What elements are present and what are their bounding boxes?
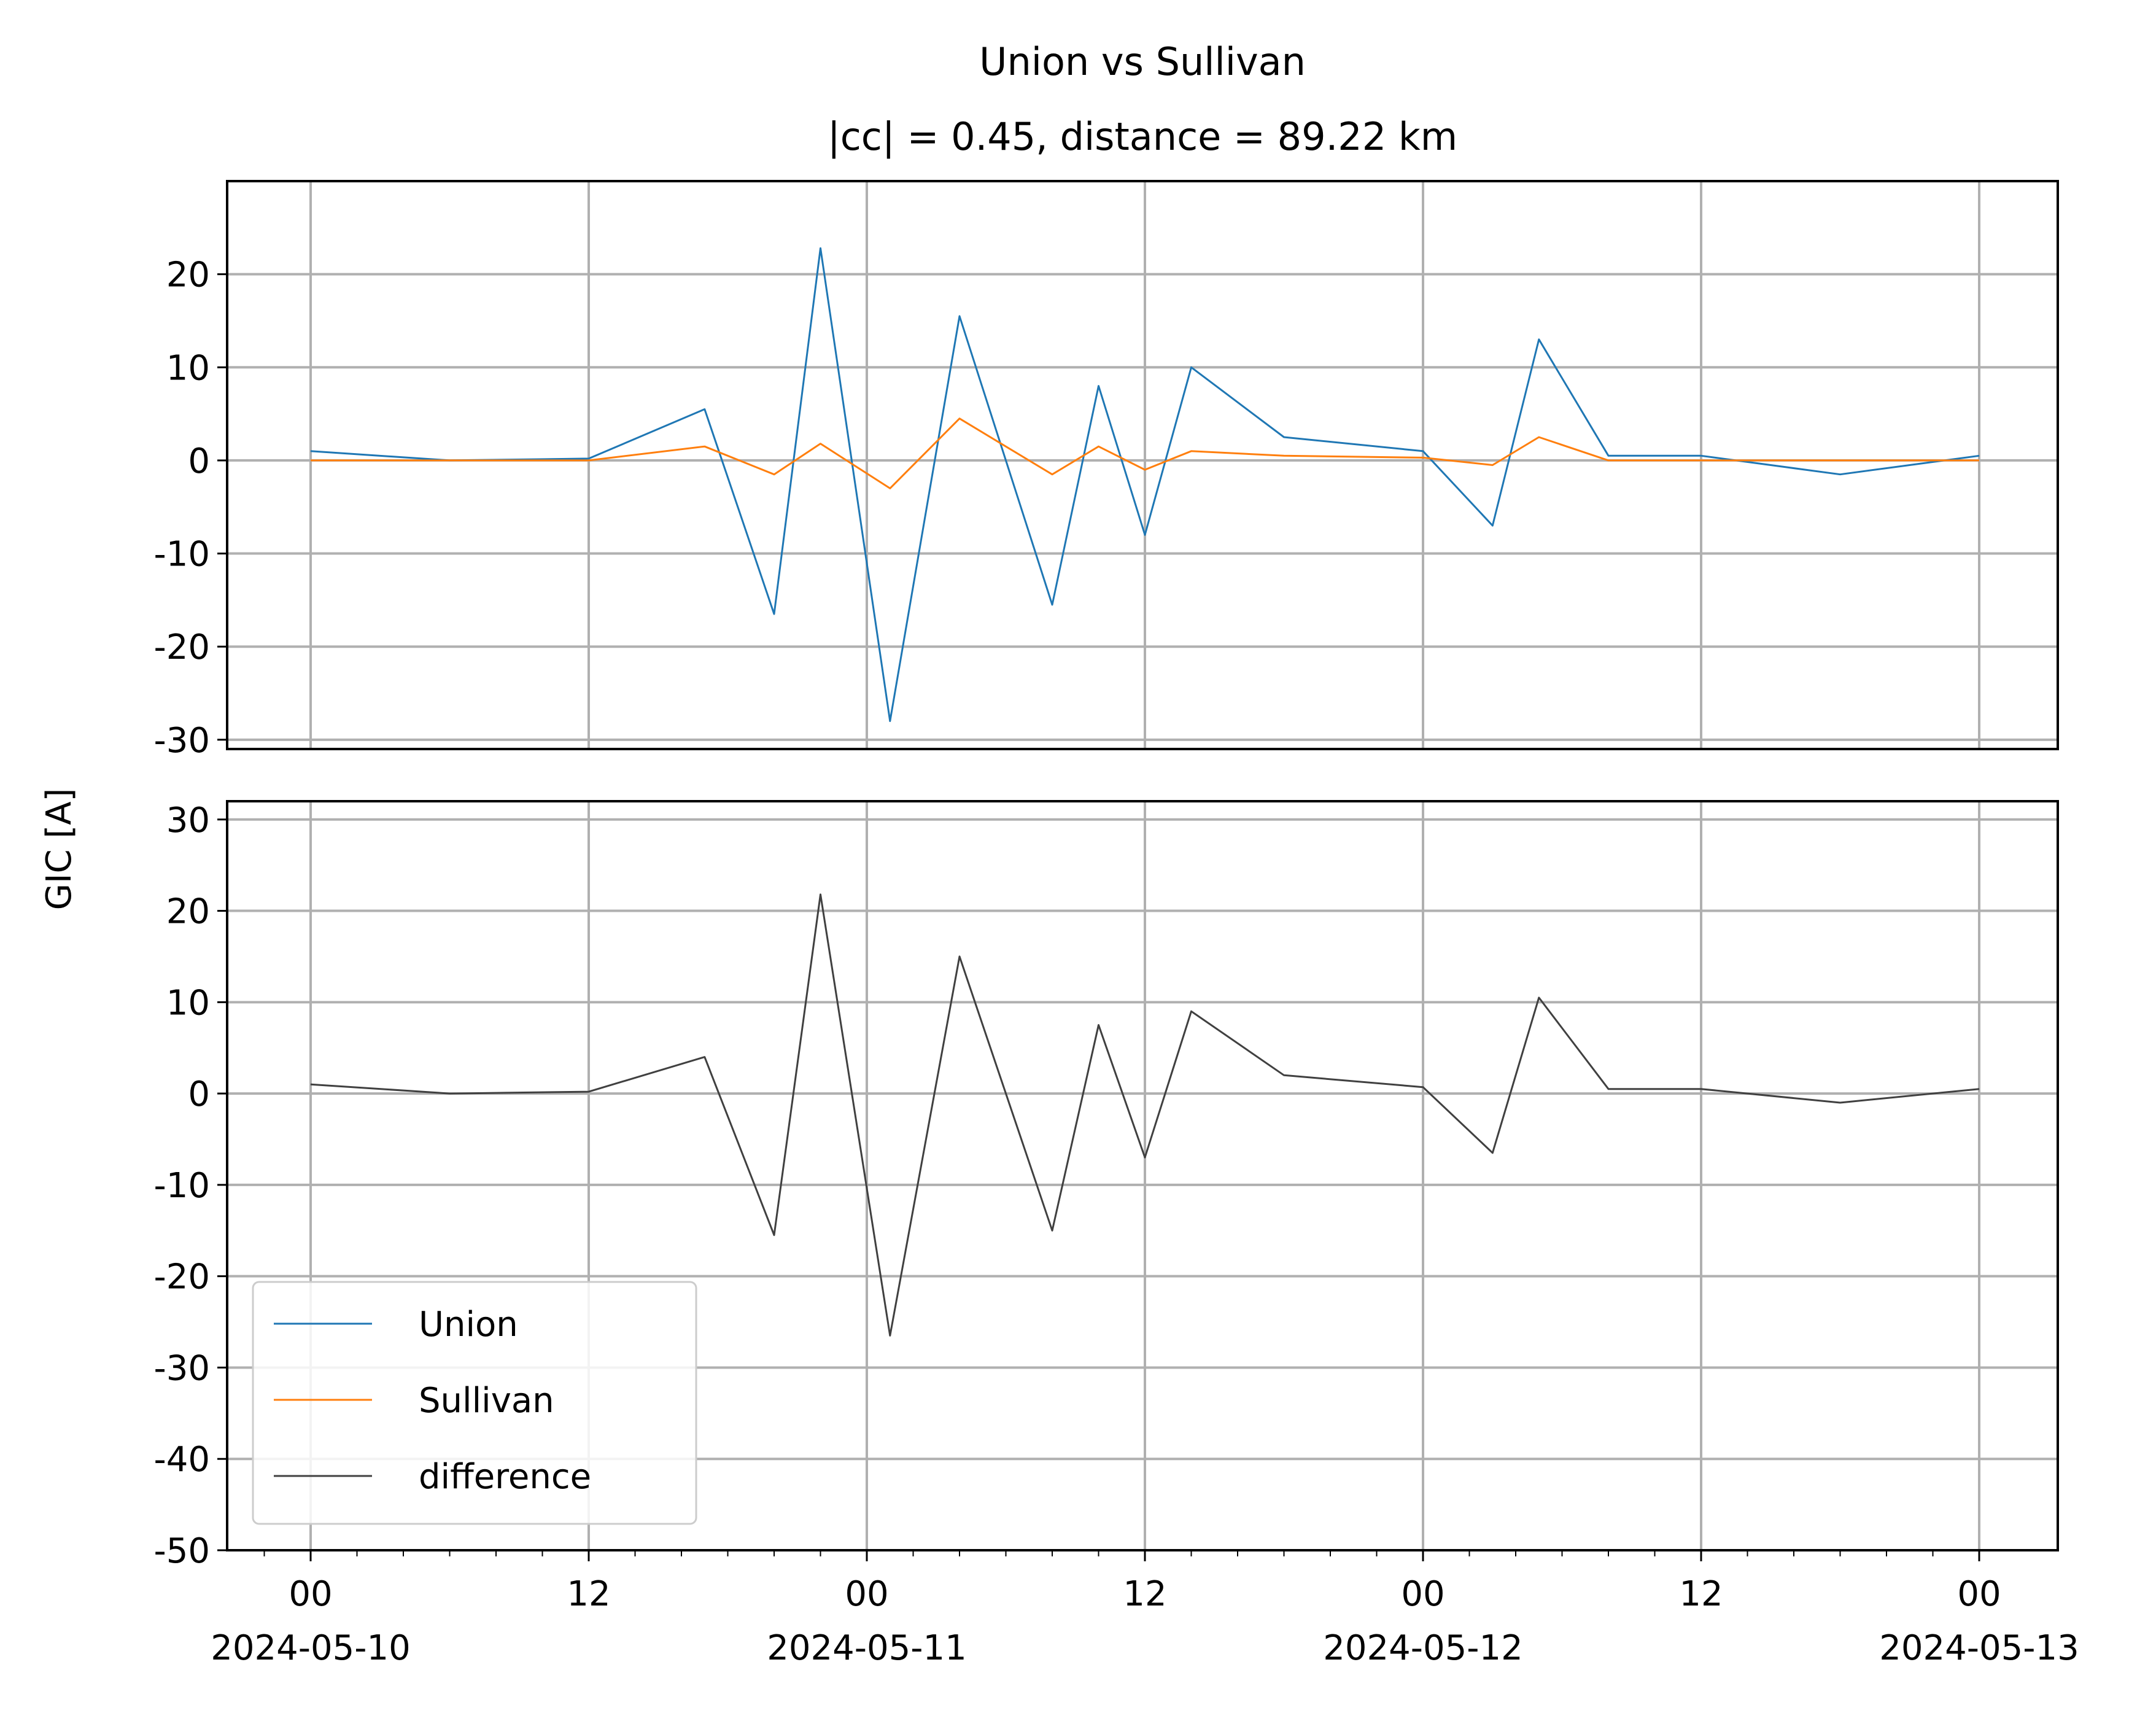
y-tick-label: 10 [166, 983, 210, 1023]
x-tick-label: 00 [289, 1574, 332, 1614]
y-axis-label: GIC [A] [39, 788, 79, 911]
legend-label: Union [419, 1305, 518, 1345]
x-tick-date-label: 2024-05-13 [1879, 1628, 2079, 1668]
legend-label: Sullivan [419, 1381, 554, 1421]
y-tick-label: -20 [154, 627, 210, 667]
y-tick-label: 20 [166, 255, 210, 295]
y-tick-label: -10 [154, 1166, 210, 1206]
y-tick-label: 0 [188, 441, 210, 481]
series-line-difference [310, 893, 1980, 1337]
x-tick-label: 12 [1679, 1574, 1723, 1614]
legend: Union Sullivan difference [252, 1281, 697, 1525]
x-tick-date-label: 2024-05-10 [211, 1628, 410, 1668]
y-tick-label: -30 [154, 721, 210, 761]
top-panel: 20 10 0 -10 -20 -30 [154, 180, 2059, 761]
y-tick-label: -30 [154, 1348, 210, 1388]
y-tick-label: 20 [166, 892, 210, 932]
legend-label: difference [419, 1457, 591, 1497]
x-tick-label: 12 [1123, 1574, 1166, 1614]
x-tick-label: 00 [1957, 1574, 2001, 1614]
x-tick-label: 00 [1401, 1574, 1444, 1614]
y-tick-label: -20 [154, 1257, 210, 1297]
x-tick-label: 12 [567, 1574, 610, 1614]
x-tick-date-label: 2024-05-11 [767, 1628, 966, 1668]
plot-frame [226, 800, 2059, 1551]
x-tick-date-label: 2024-05-12 [1323, 1628, 1522, 1668]
y-tick-label: -50 [154, 1531, 210, 1571]
y-tick-label: 10 [166, 348, 210, 388]
series-line-Sullivan [311, 417, 1979, 489]
series-line-Union [310, 247, 1980, 722]
y-tick-label: -10 [154, 535, 210, 575]
chart-title: Union vs Sullivan [979, 39, 1306, 84]
y-tick-label: 0 [188, 1074, 210, 1114]
x-tick-label: 00 [845, 1574, 888, 1614]
plot-frame [226, 180, 2059, 750]
legend-box [252, 1281, 697, 1525]
x-axis: 00 2024-05-10 12 00 2024-05-11 12 00 2024-05-12… [211, 1550, 2079, 1668]
y-tick-label: 30 [166, 801, 210, 841]
y-tick-label: -40 [154, 1440, 210, 1480]
chart-subtitle: |cc| = 0.45, distance = 89.22 km [828, 114, 1457, 160]
